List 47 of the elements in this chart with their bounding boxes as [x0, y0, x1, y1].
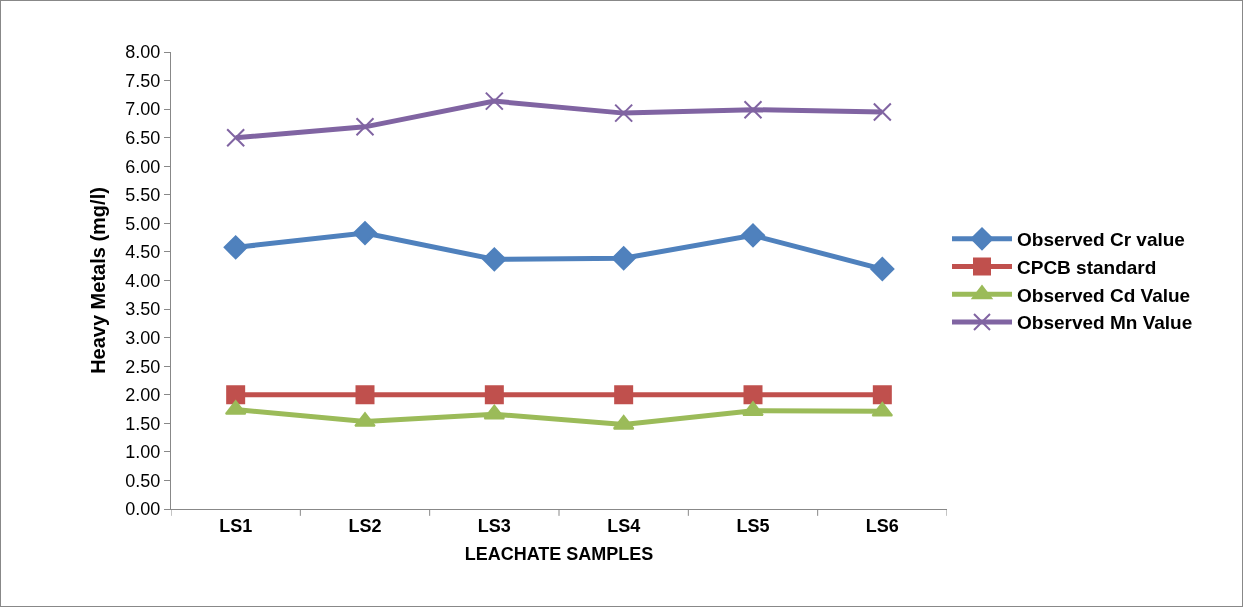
point: [226, 128, 246, 148]
legend-label: CPCB standard: [1017, 256, 1157, 278]
x-tick-label: LS3: [477, 515, 511, 536]
point: [743, 100, 763, 120]
point: [743, 385, 763, 405]
legend-label: Observed Mn Value: [1017, 312, 1193, 334]
y-tick-label: 4.00: [125, 270, 161, 291]
y-tick-label: 5.50: [125, 185, 161, 206]
y-tick-label: 6.00: [125, 156, 161, 177]
y-tick-label: 1.00: [125, 442, 161, 463]
x-tick-label: LS5: [736, 515, 770, 536]
legend-label: Observed Cd Value: [1017, 284, 1191, 306]
y-tick-label: 0.50: [125, 470, 161, 491]
y-tick-label: 8.00: [125, 42, 161, 63]
point: [614, 385, 634, 405]
y-tick-label: 1.50: [125, 413, 161, 434]
x-axis-title: LEACHATE SAMPLES: [464, 543, 654, 564]
point: [223, 235, 248, 260]
y-axis-title: Heavy Metals (mg/l): [86, 187, 109, 374]
point: [352, 221, 378, 246]
y-tick-label: 2.50: [125, 356, 161, 377]
x-tick-label: LS2: [348, 515, 382, 536]
legend-label: Observed Cr value: [1017, 229, 1185, 251]
y-tick-label: 3.50: [125, 299, 161, 320]
point: [870, 257, 895, 282]
point: [355, 117, 375, 137]
x-tick-label: LS4: [607, 515, 641, 536]
y-tick-label: 0.00: [125, 499, 161, 520]
x-tick-label: LS6: [865, 515, 899, 536]
y-tick-label: 3.00: [125, 327, 161, 348]
point: [611, 246, 636, 271]
point: [872, 385, 892, 405]
y-tick-label: 6.50: [125, 127, 161, 148]
point: [484, 385, 504, 405]
y-tick-label: 7.00: [125, 99, 161, 120]
y-tick-label: 7.50: [125, 70, 161, 91]
point: [614, 103, 634, 123]
point: [740, 223, 766, 248]
y-tick-label: 5.00: [125, 213, 161, 234]
point: [355, 385, 375, 405]
x-tick-label: LS1: [219, 515, 253, 536]
point: [872, 102, 892, 122]
point: [482, 247, 507, 272]
y-tick-label: 4.50: [125, 242, 161, 263]
point: [484, 91, 504, 111]
point: [226, 385, 246, 405]
y-tick-label: 2.00: [125, 385, 161, 406]
